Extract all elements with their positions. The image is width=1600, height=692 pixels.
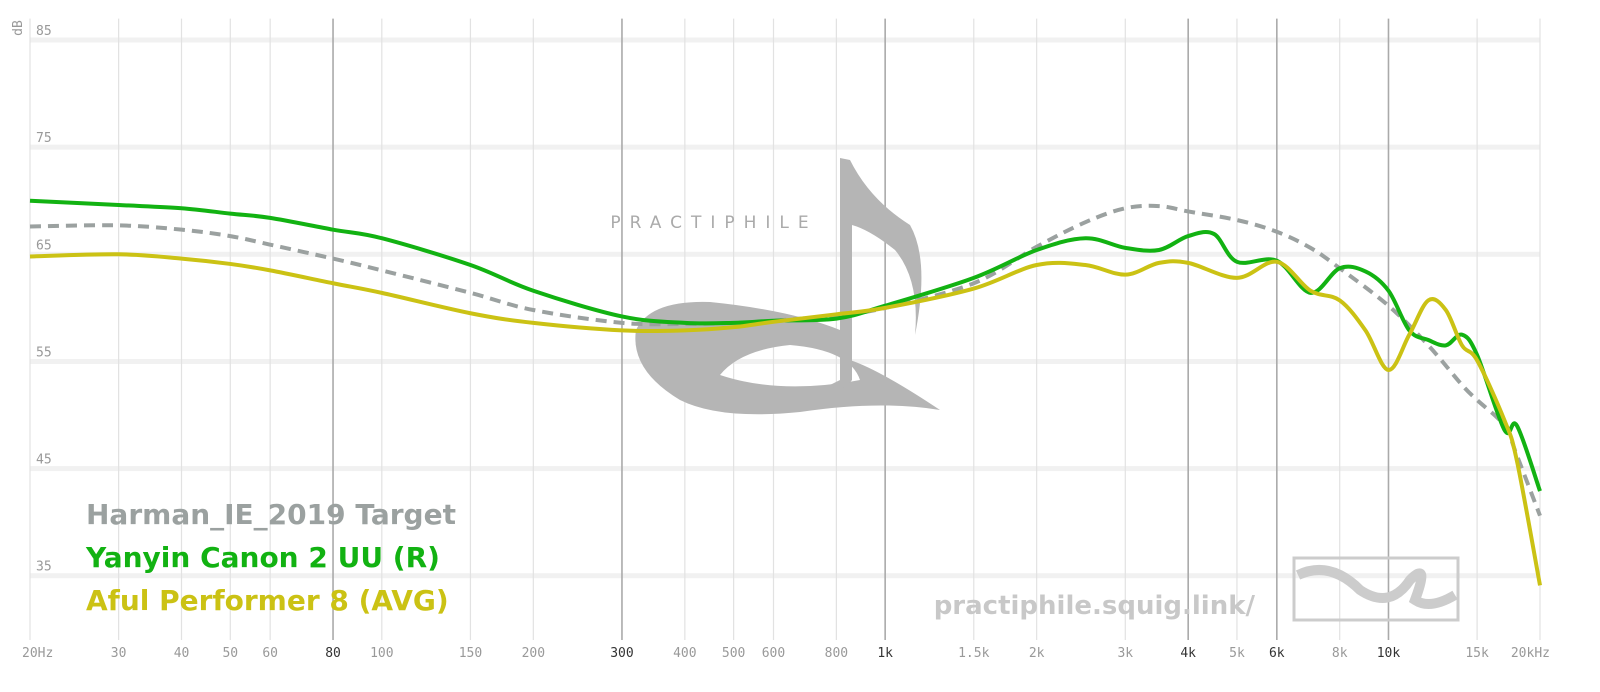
x-tick-label: 1.5k bbox=[958, 646, 989, 661]
y-axis-label: dB bbox=[11, 20, 26, 36]
logo-squiggle bbox=[1295, 565, 1458, 609]
x-tick-label: 200 bbox=[522, 646, 545, 661]
x-tick-label: 15k bbox=[1465, 646, 1489, 661]
x-tick-label: 80 bbox=[325, 646, 341, 661]
y-tick-label: 65 bbox=[36, 238, 52, 253]
legend-entry: Aful Performer 8 (AVG) bbox=[86, 584, 449, 617]
x-tick-label: 500 bbox=[722, 646, 745, 661]
x-tick-label: 6k bbox=[1269, 646, 1285, 661]
x-tick-label: 4k bbox=[1180, 646, 1196, 661]
series-line bbox=[29, 252, 1542, 586]
series-line bbox=[29, 198, 1542, 492]
x-tick-label: 2k bbox=[1029, 646, 1045, 661]
x-tick-label: 40 bbox=[174, 646, 190, 661]
y-tick-label: 45 bbox=[36, 453, 52, 468]
x-tick-label: 50 bbox=[222, 646, 238, 661]
watermark-brand: PRACTIPHILE bbox=[610, 213, 817, 233]
x-tick-label: 600 bbox=[762, 646, 785, 661]
x-tick-label: 5k bbox=[1229, 646, 1245, 661]
x-tick-label: 1k bbox=[877, 646, 893, 661]
x-tick-label: 300 bbox=[610, 646, 633, 661]
x-tick-label: 3k bbox=[1117, 646, 1133, 661]
watermark-url: practiphile.squig.link/ bbox=[934, 591, 1256, 621]
x-tick-label: 60 bbox=[262, 646, 278, 661]
x-tick-label: 20Hz bbox=[22, 646, 53, 661]
legend-entry: Yanyin Canon 2 UU (R) bbox=[85, 541, 440, 574]
x-tick-label: 30 bbox=[111, 646, 127, 661]
legend-entry: Harman_IE_2019 Target bbox=[86, 498, 456, 531]
y-tick-label: 55 bbox=[36, 345, 52, 360]
y-tick-label: 85 bbox=[36, 24, 52, 39]
x-tick-label: 20kHz bbox=[1511, 646, 1550, 661]
logo-box bbox=[1292, 556, 1460, 622]
x-tick-label: 150 bbox=[459, 646, 482, 661]
y-tick-label: 75 bbox=[36, 131, 52, 146]
logo-note bbox=[830, 158, 922, 389]
x-tick-label: 8k bbox=[1332, 646, 1348, 661]
x-tick-label: 10k bbox=[1377, 646, 1401, 661]
x-tick-label: 100 bbox=[370, 646, 393, 661]
x-tick-label: 400 bbox=[673, 646, 696, 661]
y-tick-label: 35 bbox=[36, 560, 52, 575]
x-tick-label: 800 bbox=[825, 646, 848, 661]
